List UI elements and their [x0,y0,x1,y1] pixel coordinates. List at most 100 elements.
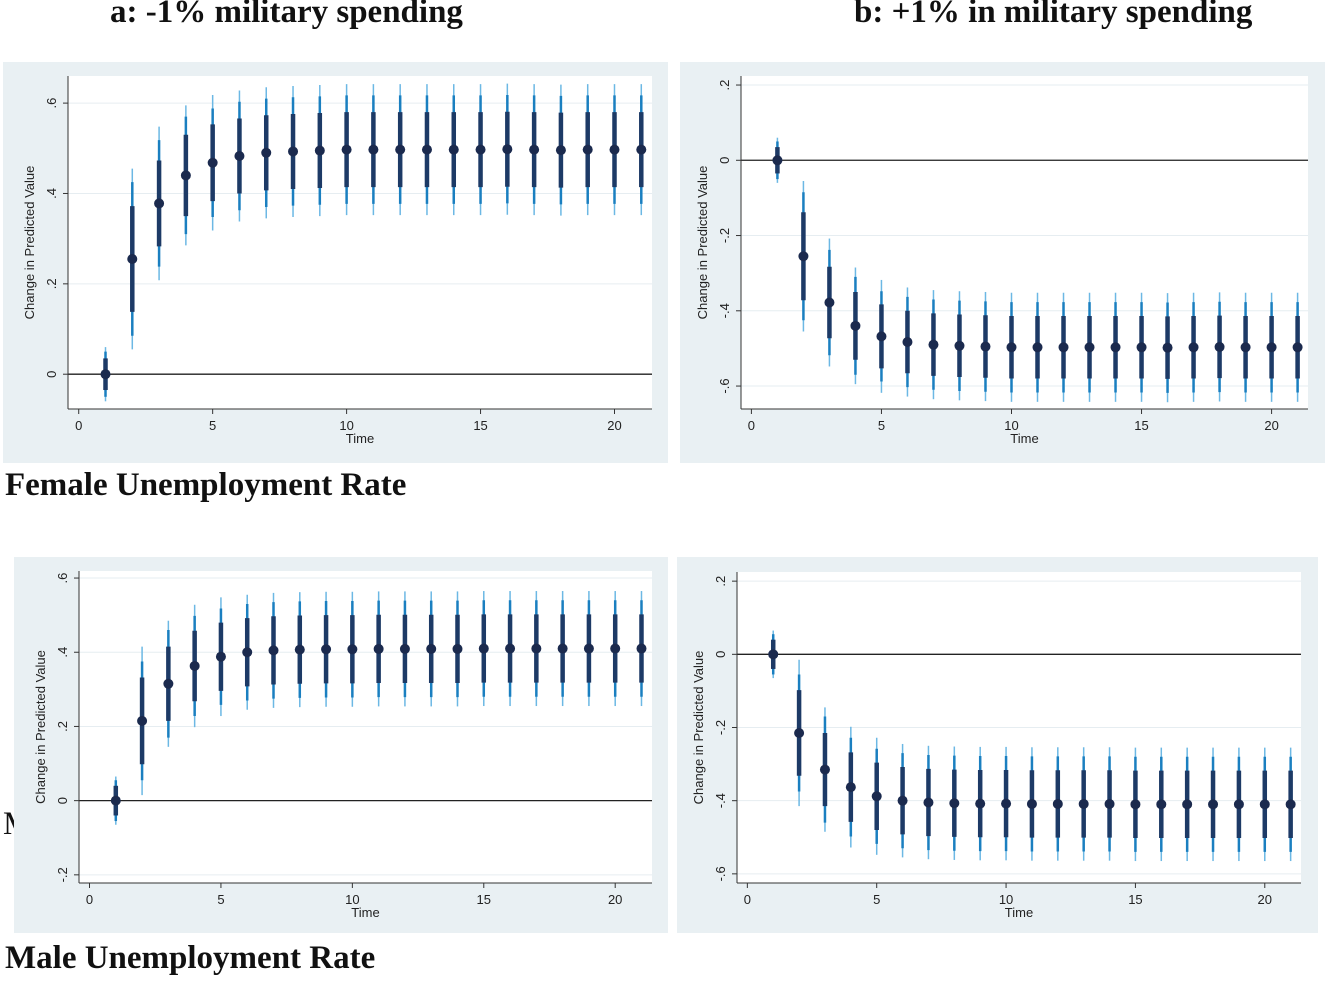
x-tick-label: 10 [345,892,359,907]
point-estimate [555,145,566,156]
point-estimate [478,643,489,654]
point-estimate [368,144,379,155]
x-tick-label: 5 [878,418,885,433]
point-estimate [163,678,174,689]
data-point-group [798,180,809,332]
x-tick-label: 20 [608,892,622,907]
point-estimate [1104,798,1115,809]
data-point-group [261,87,272,219]
point-estimate [1292,342,1303,353]
data-point-group [154,126,165,281]
x-tick-label: 15 [1134,418,1148,433]
data-point-group [1162,293,1173,403]
point-estimate [448,144,459,155]
row-label-female: Female Unemployment Rate [5,467,407,503]
data-point-group [163,620,174,747]
point-estimate [798,251,809,262]
data-point-group [478,591,489,707]
point-estimate [923,797,934,808]
point-estimate [234,150,245,161]
point-estimate [207,157,218,168]
data-point-group [1110,292,1121,402]
point-estimate [314,145,325,156]
point-estimate [1266,342,1277,353]
point-estimate [583,643,594,654]
x-tick-label: 20 [607,418,621,433]
point-estimate [1110,342,1121,353]
point-estimate [127,253,138,264]
data-point-group [819,707,830,832]
data-point-group [871,737,882,855]
data-point-group [923,745,934,860]
chart-svg: -.6 -.4 -.2 0 .2 0 5 10 15 20 Time Change in Predic… [691,572,1301,920]
point-estimate [452,643,463,654]
data-point-group [768,630,779,679]
data-point-group [1084,292,1095,402]
point-estimate [975,798,986,809]
point-estimate [137,715,148,726]
y-tick-label: 0 [55,797,70,804]
point-estimate [794,727,805,738]
data-point-group [975,746,986,861]
point-estimate [824,297,835,308]
data-point-group [529,84,540,216]
data-point-group [609,84,620,216]
point-estimate [610,643,621,654]
data-point-group [1240,292,1251,402]
point-estimate [215,651,226,662]
data-point-group [531,591,542,707]
data-point-group [448,84,459,216]
point-estimate [100,369,111,380]
point-estimate [268,645,279,656]
data-point-group [1285,747,1296,862]
y-tick-label: .2 [717,80,732,91]
point-estimate [288,146,299,157]
data-point-group [1001,746,1012,861]
data-point-group [1104,747,1115,861]
y-tick-label: .2 [44,278,59,289]
point-estimate [954,340,965,351]
data-point-group [772,137,783,183]
point-estimate [850,320,861,331]
y-axis-title: Change in Predicted Value [695,166,710,320]
data-point-group [189,604,200,728]
point-estimate [871,791,882,802]
y-tick-label: -.4 [713,793,728,808]
row-label-male: Male Unemployment Rate [5,940,376,976]
data-point-group [502,83,513,215]
data-point-group [876,279,887,393]
y-tick-label: -.6 [713,866,728,881]
data-point-group [850,267,861,385]
data-point-group [347,591,358,707]
data-point-group [395,84,406,216]
column-title-a: a: -1% military spending [110,0,463,30]
point-estimate [1285,799,1296,810]
data-point-group [949,746,960,860]
data-point-group [902,287,913,397]
point-estimate [1136,342,1147,353]
x-tick-label: 20 [1264,418,1278,433]
point-estimate [1026,798,1037,809]
point-estimate [1058,342,1069,353]
data-point-group [475,84,486,216]
data-point-group [1052,747,1063,861]
y-tick-label: -.4 [717,303,732,318]
data-point-group [1266,292,1277,402]
y-tick-label: .4 [55,647,70,658]
point-estimate [980,341,991,352]
data-point-group [954,291,965,401]
chart-female-a: 0 .2 .4 .6 0 5 10 15 20 Time Change in Predicted V… [3,62,668,463]
data-point-group [1292,292,1303,402]
y-tick-label: -.2 [713,720,728,735]
point-estimate [294,644,305,655]
point-estimate [1188,342,1199,353]
point-estimate [1162,342,1173,353]
point-estimate [321,644,332,655]
point-estimate [347,644,358,655]
data-point-group [1188,292,1199,402]
data-point-group [100,347,111,402]
data-point-group [1136,292,1147,402]
point-estimate [582,144,593,155]
point-estimate [529,144,540,155]
data-point-group [555,84,566,216]
